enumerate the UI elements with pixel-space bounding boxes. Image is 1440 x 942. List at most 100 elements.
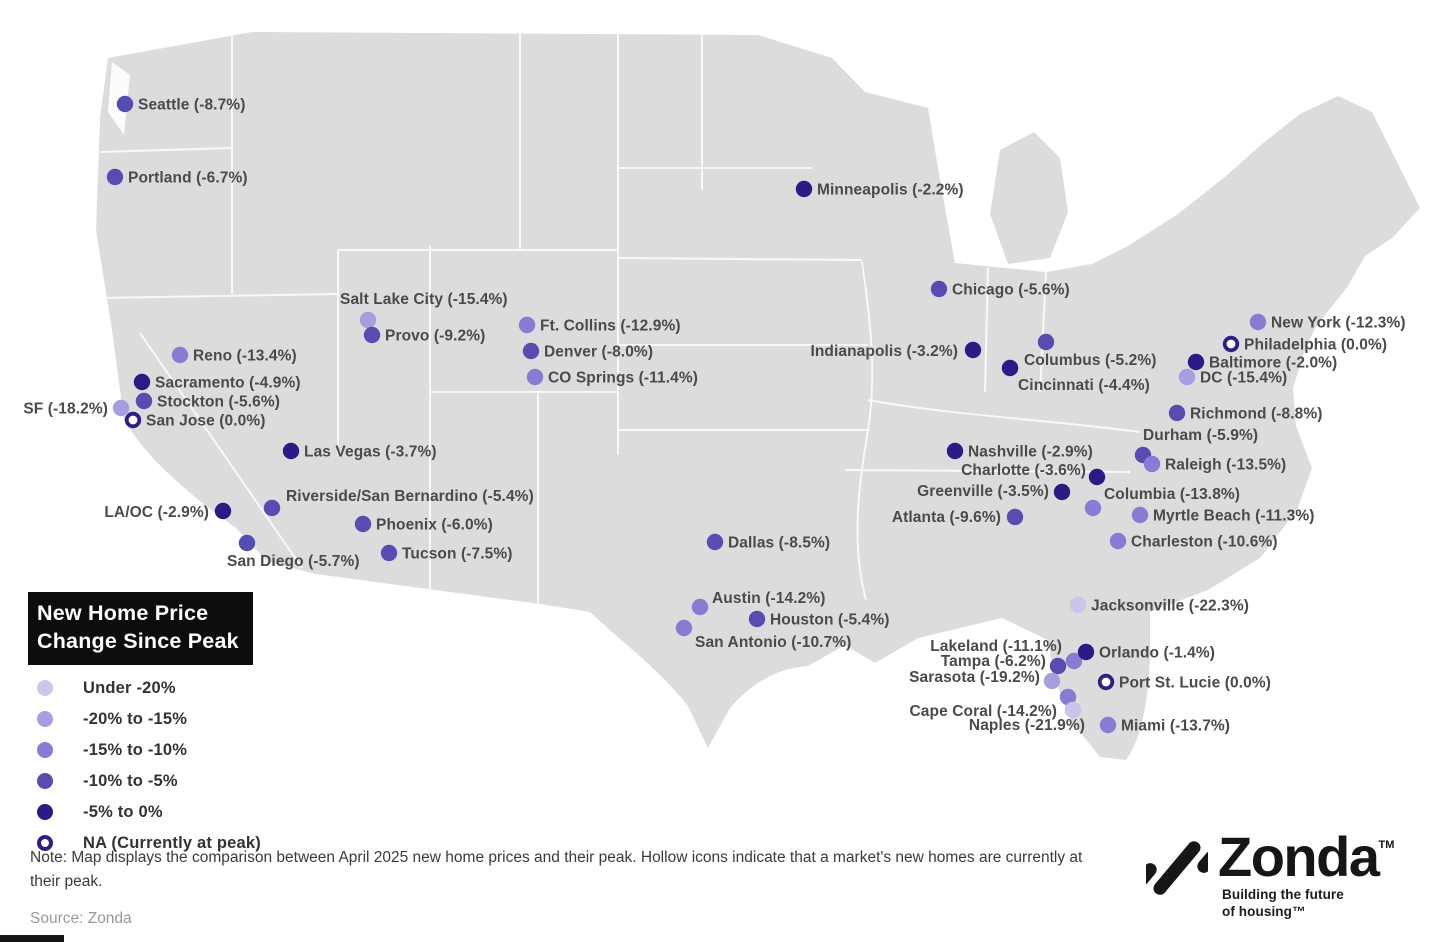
- city-dot-icon: [1131, 506, 1149, 524]
- city-dot-icon: [135, 392, 153, 410]
- city-label: Lakeland (-11.1%): [930, 638, 1062, 655]
- city-marker-greenville: Greenville (-3.5%): [917, 483, 1071, 501]
- city-marker-raleigh: Raleigh (-13.5%): [1143, 455, 1286, 474]
- zonda-tagline: Building the future of housing™: [1222, 887, 1344, 920]
- city-marker-orlando: Orlando (-1.4%): [1077, 643, 1215, 662]
- city-label: Dallas (-8.5%): [728, 535, 830, 552]
- city-label: Salt Lake City (-15.4%): [340, 291, 508, 308]
- city-label: DC (-15.4%): [1200, 370, 1287, 387]
- city-dot-icon: [675, 619, 693, 637]
- city-dot-icon: [518, 316, 536, 334]
- city-label: Durham (-5.9%): [1143, 427, 1258, 444]
- city-label: Ft. Collins (-12.9%): [540, 318, 681, 335]
- city-layer: Seattle (-8.7%) Portland (-6.7%) Reno (-13…: [23, 95, 1406, 735]
- city-label: Sacramento (-4.9%): [155, 375, 301, 392]
- city-dot-icon: [380, 544, 398, 562]
- city-marker-co-springs: CO Springs (-11.4%): [526, 368, 698, 387]
- legend-label: Under -20%: [83, 678, 176, 697]
- city-label: Seattle (-8.7%): [138, 97, 245, 114]
- city-dot-icon: [1178, 368, 1196, 386]
- city-marker-cape-coral: Cape Coral (-14.2%): [910, 688, 1077, 720]
- legend-label: -10% to -5%: [83, 771, 178, 790]
- city-dot-icon: [124, 411, 142, 429]
- city-dot-icon: [1065, 652, 1083, 670]
- city-label: San Jose (0.0%): [146, 413, 266, 430]
- city-label: CO Springs (-11.4%): [548, 370, 698, 387]
- city-label: Greenville (-3.5%): [917, 483, 1049, 500]
- trademark-symbol: TM: [1378, 839, 1395, 851]
- city-label: Port St. Lucie (0.0%): [1119, 675, 1271, 692]
- city-marker-portland: Portland (-6.7%): [106, 168, 247, 187]
- city-dot-icon: [133, 373, 151, 391]
- city-marker-tampa: Tampa (-6.2%): [941, 653, 1067, 675]
- state-borders: [97, 33, 1141, 604]
- city-label: Baltimore (-2.0%): [1209, 355, 1337, 372]
- city-marker-myrtle-beach: Myrtle Beach (-11.3%): [1131, 506, 1314, 525]
- city-marker-dc: DC (-15.4%): [1178, 368, 1287, 387]
- city-label: New York (-12.3%): [1271, 315, 1406, 332]
- city-marker-lakeland: Lakeland (-11.1%): [930, 638, 1083, 670]
- legend-row-under-20: Under -20%: [28, 673, 261, 704]
- city-label: Cincinnati (-4.4%): [1018, 377, 1150, 394]
- city-label: Charleston (-10.6%): [1131, 534, 1278, 551]
- city-marker-provo: Provo (-9.2%): [363, 326, 485, 345]
- city-marker-tucson: Tucson (-7.5%): [380, 544, 512, 563]
- city-marker-ft-collins: Ft. Collins (-12.9%): [518, 316, 681, 335]
- city-label: Miami (-13.7%): [1121, 718, 1230, 735]
- legend-row-10-5: -10% to -5%: [28, 766, 261, 797]
- city-marker-dallas: Dallas (-8.5%): [706, 533, 830, 552]
- city-marker-indianapolis: Indianapolis (-3.2%): [810, 341, 982, 360]
- city-marker-philadelphia: Philadelphia (0.0%): [1222, 335, 1387, 354]
- city-dot-icon: [964, 341, 982, 359]
- city-label: Tucson (-7.5%): [402, 546, 512, 563]
- city-marker-sacramento: Sacramento (-4.9%): [133, 373, 301, 392]
- city-label: Raleigh (-13.5%): [1165, 457, 1286, 474]
- legend-title-line2: Change Since Peak: [37, 628, 239, 653]
- city-dot-icon: [930, 280, 948, 298]
- legend-row-na: NA (Currently at peak): [28, 828, 261, 859]
- city-marker-san-jose: San Jose (0.0%): [124, 411, 266, 430]
- zonda-wordmark: ZondaTM: [1218, 825, 1395, 888]
- city-dot-icon: [1037, 333, 1055, 351]
- legend-title-line1: New Home Price: [37, 601, 209, 625]
- city-dot-icon: [1006, 508, 1024, 526]
- city-label: Sarasota (-19.2%): [909, 669, 1040, 686]
- city-label: Phoenix (-6.0%): [376, 517, 493, 534]
- city-marker-columbia: Columbia (-13.8%): [1084, 486, 1240, 517]
- legend-row-20-15: -20% to -15%: [28, 704, 261, 735]
- legend-label: -15% to -10%: [83, 740, 188, 759]
- source-credit: Source: Zonda: [30, 910, 132, 927]
- city-marker-san-antonio: San Antonio (-10.7%): [675, 619, 851, 651]
- city-label: Philadelphia (0.0%): [1244, 337, 1387, 354]
- city-marker-richmond: Richmond (-8.8%): [1168, 404, 1322, 423]
- city-dot-icon: [795, 180, 813, 198]
- city-label: San Antonio (-10.7%): [695, 634, 851, 651]
- city-dot-icon: [1097, 673, 1115, 691]
- legend-dot-under-20-icon: [37, 680, 53, 697]
- city-label: San Diego (-5.7%): [227, 553, 360, 570]
- city-marker-charleston: Charleston (-10.6%): [1109, 532, 1278, 551]
- city-dot-icon: [1069, 596, 1087, 614]
- city-dot-icon: [282, 442, 300, 460]
- city-label: Cape Coral (-14.2%): [910, 703, 1057, 720]
- city-dot-icon: [1084, 499, 1102, 517]
- legend-row-5-0: -5% to 0%: [28, 797, 261, 828]
- city-dot-icon: [706, 533, 724, 551]
- city-dot-icon: [1043, 672, 1061, 690]
- city-label: Columbia (-13.8%): [1104, 486, 1240, 503]
- footnote: Note: Map displays the comparison betwee…: [30, 849, 1083, 891]
- city-marker-port-st-lucie: Port St. Lucie (0.0%): [1097, 673, 1271, 692]
- city-dot-icon: [1001, 359, 1019, 377]
- city-label: LA/OC (-2.9%): [104, 504, 209, 521]
- city-label: Riverside/San Bernardino (-5.4%): [286, 488, 534, 505]
- city-label: Columbus (-5.2%): [1024, 352, 1157, 369]
- city-dot-icon: [359, 311, 377, 329]
- city-dot-icon: [354, 515, 372, 533]
- city-marker-reno: Reno (-13.4%): [171, 346, 297, 365]
- michigan-shape: [990, 132, 1068, 264]
- city-label: Denver (-8.0%): [544, 344, 653, 361]
- city-label: Stockton (-5.6%): [157, 394, 280, 411]
- city-marker-naples: Naples (-21.9%): [969, 701, 1085, 734]
